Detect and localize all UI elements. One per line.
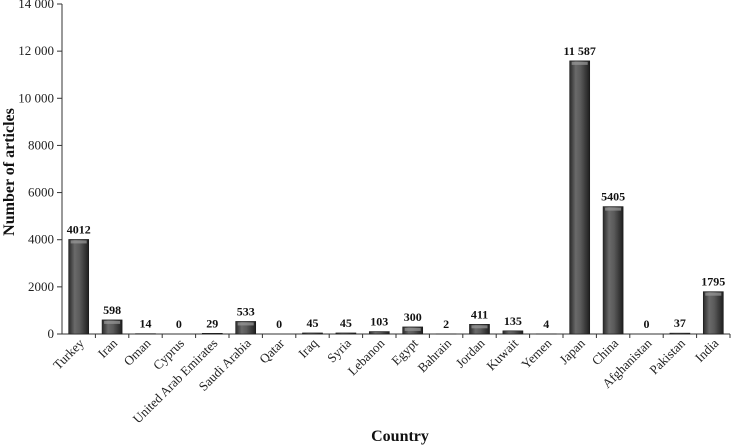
data-label: 0 — [276, 317, 282, 331]
bar — [469, 324, 490, 335]
data-label: 45 — [340, 316, 352, 330]
bar-highlight — [404, 327, 421, 331]
data-label: 598 — [103, 303, 121, 317]
bar — [302, 332, 323, 335]
y-tick-label: 8000 — [28, 137, 54, 152]
bar-highlight — [605, 207, 622, 211]
x-tick-label: Japan — [556, 335, 588, 367]
bar-highlight — [104, 320, 121, 324]
x-tick-label: Qatar — [256, 335, 287, 366]
bar — [502, 330, 524, 335]
bars — [68, 60, 724, 335]
data-label: 300 — [404, 310, 422, 324]
x-tick-label: Yemen — [518, 335, 555, 372]
data-label: 103 — [370, 315, 388, 329]
bar — [569, 60, 591, 335]
data-label: 0 — [644, 317, 650, 331]
bar-highlight — [70, 240, 87, 244]
y-tick-label: 14 000 — [18, 0, 54, 11]
data-label: 533 — [237, 304, 255, 318]
x-tick-label: Bahrain — [415, 335, 455, 375]
data-label: 411 — [471, 307, 488, 321]
x-tick-label: Syria — [324, 335, 354, 365]
x-tick-label: Oman — [121, 335, 154, 368]
x-tick-label: Kuwait — [483, 335, 521, 373]
data-label: 37 — [674, 316, 686, 330]
bar — [702, 291, 724, 335]
bar-highlight — [571, 61, 588, 65]
data-label: 4012 — [67, 222, 91, 236]
bar-highlight — [471, 325, 488, 329]
x-tick-label: Pakistan — [646, 335, 688, 377]
data-label: 11 587 — [564, 44, 596, 58]
data-label: 0 — [176, 317, 182, 331]
data-label: 45 — [307, 316, 319, 330]
data-label: 1795 — [701, 275, 725, 289]
y-tick-label: 0 — [48, 326, 55, 341]
bar — [602, 206, 624, 335]
x-tick-label: Lebanon — [345, 335, 388, 378]
y-tick-label: 2000 — [28, 279, 54, 294]
y-tick-label: 10 000 — [18, 90, 54, 105]
x-tick-label: Iran — [95, 335, 121, 361]
x-tick-label: India — [692, 335, 722, 365]
bar — [201, 333, 223, 335]
data-label: 2 — [443, 317, 449, 331]
x-tick-label: Jordan — [452, 335, 487, 370]
bar — [335, 332, 357, 335]
y-axis-title: Number of articles — [1, 108, 18, 236]
data-labels: 4012 598 14 0 29 533 0 45 45 103 300 2 411 135 4 11 587… — [67, 44, 726, 331]
x-tick-label: Iraq — [295, 335, 321, 361]
data-label: 135 — [504, 314, 522, 328]
data-label: 5405 — [601, 190, 625, 204]
data-label: 29 — [206, 316, 218, 330]
y-tick-label: 12 000 — [18, 43, 54, 58]
bar — [669, 332, 691, 335]
bar — [68, 239, 90, 335]
y-tick-label: 6000 — [28, 185, 54, 200]
bar-highlight — [705, 292, 722, 296]
bar-highlight — [237, 322, 254, 326]
x-tick-label: Turkey — [50, 335, 87, 372]
data-label: 4 — [543, 317, 549, 331]
bar — [368, 331, 390, 335]
y-tick-label: 4000 — [28, 232, 54, 247]
x-axis-title: Country — [371, 428, 429, 445]
data-label: 14 — [140, 317, 152, 331]
y-axis: 0 2000 4000 6000 8000 10 000 12 000 14 000 — [18, 0, 63, 341]
